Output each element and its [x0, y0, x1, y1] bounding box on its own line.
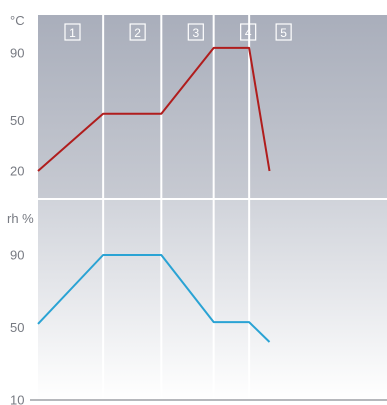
y-tick-label: 50 [10, 113, 24, 128]
humidity-y-ticks: 10 50 90 [10, 248, 24, 405]
segment-label: 2 [134, 26, 141, 40]
segment-2-marker: 2 [129, 23, 146, 41]
humidity-unit-label: rh % [7, 211, 34, 226]
segment-1-marker: 1 [64, 23, 81, 41]
segment-5-marker: 5 [275, 23, 292, 41]
y-tick-label: 20 [10, 164, 24, 179]
y-tick-label: 90 [10, 248, 24, 263]
segment-numbers: 1 2 3 4 5 [64, 23, 292, 41]
segment-4-marker: 4 [240, 23, 257, 41]
humidity-series [37, 254, 271, 343]
segment-3-marker: 3 [187, 23, 204, 41]
temperature-series [37, 46, 271, 172]
y-tick-label: 10 [10, 393, 24, 405]
humidity-line [37, 254, 271, 343]
temperature-y-ticks: 20 50 90 [10, 46, 24, 179]
humidity-plot-area [38, 199, 387, 400]
segment-dividers [102, 15, 251, 400]
segment-label: 4 [245, 26, 252, 40]
y-tick-label: 50 [10, 320, 24, 335]
segment-label: 3 [192, 26, 199, 40]
y-tick-label: 90 [10, 46, 24, 61]
segment-label: 1 [69, 26, 76, 40]
temperature-plot-area [38, 15, 387, 199]
segment-label: 5 [280, 26, 287, 40]
temperature-unit-label: °C [10, 13, 25, 28]
temperature-line [37, 46, 271, 172]
